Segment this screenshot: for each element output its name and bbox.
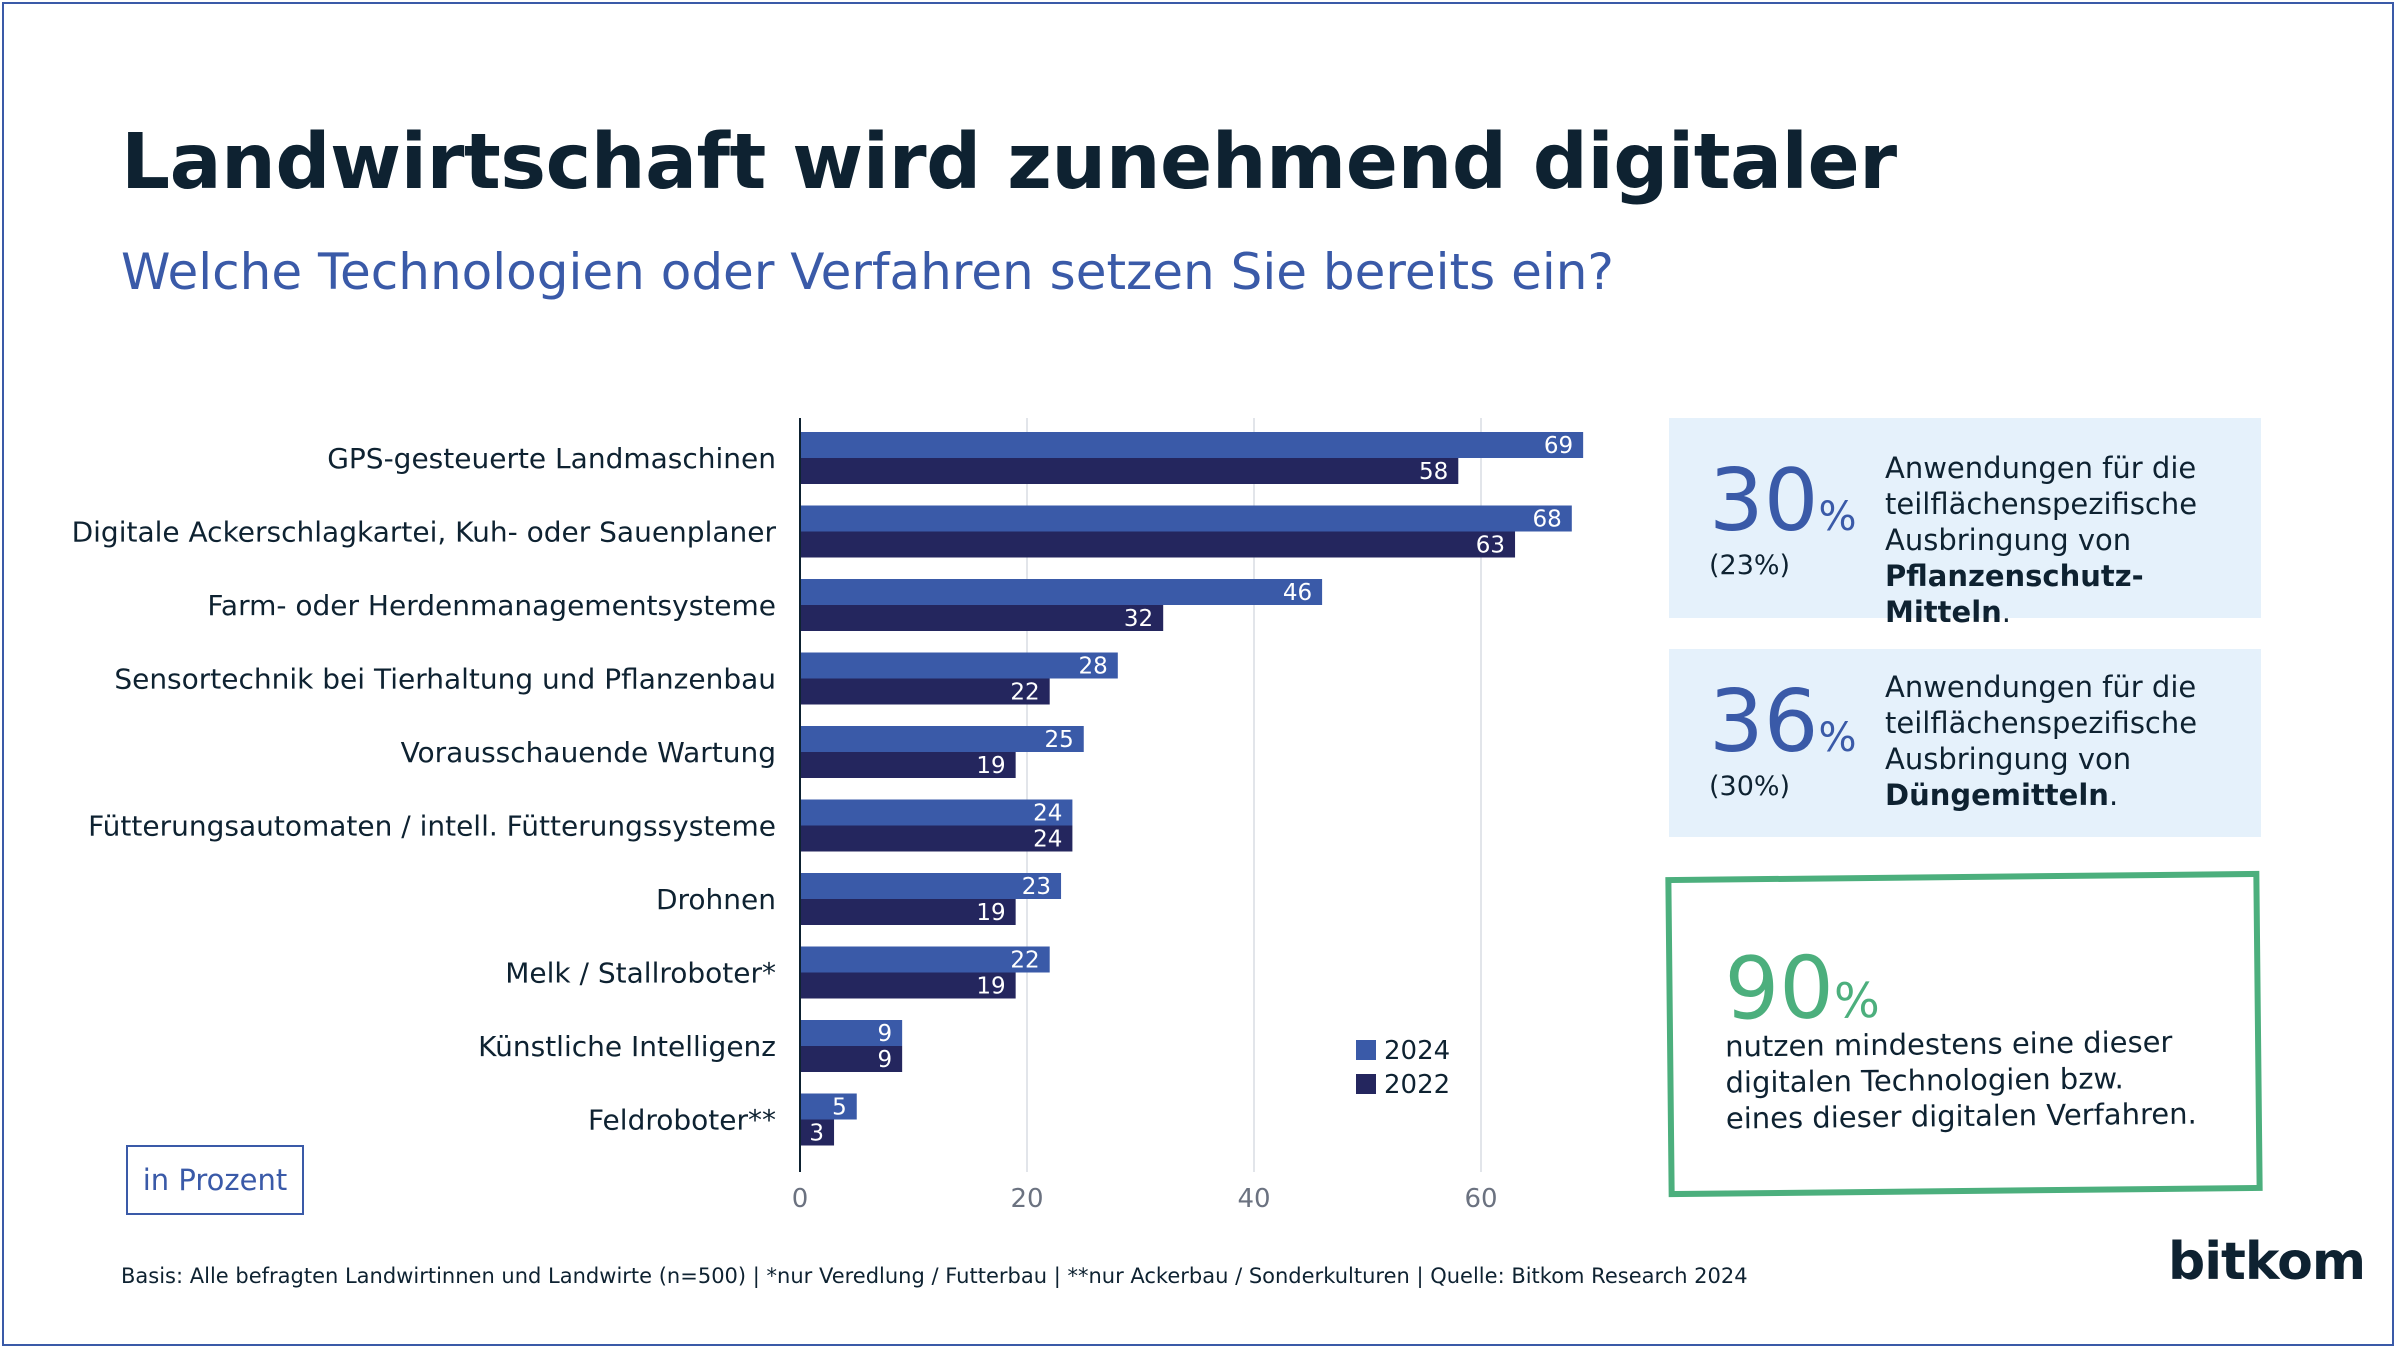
bar-2022 <box>800 531 1516 558</box>
bar-2022 <box>800 752 1016 778</box>
x-tick-label: 20 <box>1010 1184 1043 1214</box>
bar-2024 <box>800 726 1084 752</box>
data-label: 46 <box>1283 580 1312 606</box>
x-tick-label: 40 <box>1237 1184 1270 1214</box>
data-label: 19 <box>976 753 1005 779</box>
bitkom-logo: bitkom <box>2168 1232 2366 1292</box>
x-tick-label: 60 <box>1464 1184 1497 1214</box>
highlight-percent: 90% <box>1723 938 1880 1040</box>
bar-2022 <box>800 1119 835 1146</box>
bar-2024 <box>800 873 1062 899</box>
data-label: 19 <box>976 900 1005 926</box>
highlight-description: nutzen mindestens eine dieser digitalen … <box>1724 1024 2197 1136</box>
data-label: 24 <box>1033 801 1062 827</box>
page-title: Landwirtschaft wird zunehmend digitaler <box>121 118 1897 207</box>
category-label: Digitale Ackerschlagkartei, Kuh- oder Sa… <box>72 516 777 549</box>
data-label: 32 <box>1124 606 1153 632</box>
callout-duengemittel: 36% (30%) Anwendungen für die teilfläche… <box>1669 649 2261 837</box>
data-label: 5 <box>832 1095 847 1121</box>
data-label: 22 <box>1010 948 1039 974</box>
bar-2024 <box>800 432 1584 458</box>
category-label: Feldroboter** <box>588 1104 776 1137</box>
page-subtitle: Welche Technologien oder Verfahren setze… <box>121 243 1614 301</box>
bar-2022 <box>800 605 1164 631</box>
bar-2024 <box>800 1093 857 1120</box>
bar-2024 <box>800 946 1050 973</box>
data-label: 23 <box>1022 874 1051 900</box>
bar-2022 <box>800 899 1016 925</box>
bar-2022 <box>800 458 1459 484</box>
legend-label: 2024 <box>1384 1036 1450 1066</box>
bar-2024 <box>800 652 1118 679</box>
data-label: 9 <box>878 1047 893 1073</box>
bar-2024 <box>800 799 1073 826</box>
legend-label: 2022 <box>1384 1070 1450 1100</box>
data-label: 68 <box>1533 507 1562 533</box>
data-label: 19 <box>976 974 1005 1000</box>
bar-2024 <box>800 579 1323 605</box>
category-label: Künstliche Intelligenz <box>478 1030 776 1063</box>
category-label: Melk / Stallroboter* <box>505 957 776 990</box>
bar-2024 <box>800 1020 903 1046</box>
data-label: 22 <box>1010 680 1039 706</box>
data-label: 9 <box>878 1021 893 1047</box>
callout-percent: 36% <box>1709 672 1857 772</box>
callout-previous-value: (23%) <box>1709 550 1791 581</box>
data-label: 3 <box>809 1121 824 1147</box>
legend-swatch <box>1356 1074 1376 1094</box>
data-label: 58 <box>1419 459 1448 485</box>
callout-percent: 30% <box>1709 451 1857 551</box>
category-label: Fütterungsautomaten / intell. Fütterungs… <box>88 810 776 843</box>
legend-swatch <box>1356 1040 1376 1060</box>
bar-2024 <box>800 505 1572 532</box>
bar-2022 <box>800 825 1073 852</box>
category-label: Farm- oder Herdenmanagementsysteme <box>207 589 776 622</box>
highlight-box: 90% nutzen mindestens eine dieser digita… <box>1665 870 2263 1198</box>
data-label: 28 <box>1079 654 1108 680</box>
category-label: Sensortechnik bei Tierhaltung und Pflanz… <box>114 663 776 696</box>
bar-2022 <box>800 972 1016 999</box>
bar-2022 <box>800 678 1050 705</box>
category-label: Vorausschauende Wartung <box>401 736 776 769</box>
callout-pflanzenschutz: 30% (23%) Anwendungen für die teilfläche… <box>1669 418 2261 629</box>
data-label: 25 <box>1044 727 1073 753</box>
bar-2022 <box>800 1046 903 1072</box>
unit-label: in Prozent <box>126 1145 304 1215</box>
x-tick-label: 0 <box>792 1184 809 1214</box>
callout-description: Anwendungen für die teilflächenspezifisc… <box>1885 670 2198 812</box>
source-footnote: Basis: Alle befragten Landwirtinnen und … <box>121 1264 1748 1288</box>
category-label: Drohnen <box>656 883 776 916</box>
data-label: 69 <box>1544 433 1573 459</box>
callout-previous-value: (30%) <box>1709 771 1791 802</box>
category-label: GPS-gesteuerte Landmaschinen <box>327 442 776 475</box>
callout-description: Anwendungen für die teilflächenspezifisc… <box>1885 451 2198 629</box>
data-label: 63 <box>1476 533 1505 559</box>
data-label: 24 <box>1033 827 1062 853</box>
